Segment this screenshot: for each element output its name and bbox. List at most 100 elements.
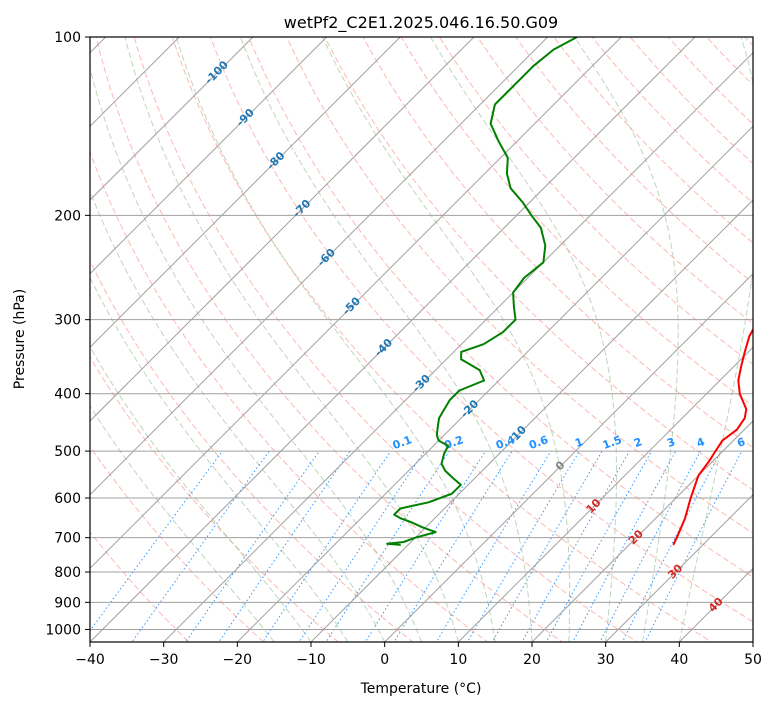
y-tick-label: 600 [54,491,81,507]
moist-adiabat [90,65,422,642]
mixing-ratio-label: 4 [695,435,707,450]
isotherm-line [236,125,753,642]
dry-adiabat [209,37,753,623]
isotherm-label: -60 [315,246,338,269]
x-tick-label: 50 [744,652,762,668]
dry-adiabat [248,37,753,578]
isotherm-line [90,37,696,642]
dry-adiabat [705,37,753,86]
moist-adiabat [90,405,275,642]
y-tick-label: 900 [54,595,81,611]
dry-adiabat [362,37,753,449]
dry-adiabat [171,37,713,642]
moist-adiabat [678,37,753,642]
dry-adiabat [667,37,753,125]
mixing-ratio-line [621,450,722,642]
y-tick-label: 500 [54,444,81,460]
moist-adiabat [90,189,386,642]
moist-adiabat [90,276,349,642]
dry-adiabat [438,37,753,366]
moist-adiabat [175,37,496,642]
dry-adiabat [90,150,489,642]
y-tick-label: 100 [54,30,81,46]
dewpoint-line [386,37,578,546]
y-tick-label: 300 [54,313,81,329]
dry-adiabat [400,37,753,407]
mixing-ratio-line [262,450,392,642]
mixing-ratio-line [393,450,513,642]
dry-adiabat [591,37,753,204]
mixing-ratio-line [466,450,580,642]
profile-lines [386,37,753,546]
y-axis-title: Pressure (hPa) [12,289,28,389]
x-axis-title: Temperature (°C) [360,681,482,697]
isotherm-label: -30 [410,372,433,395]
dry-adiabat [90,445,265,642]
dry-adiabat [515,37,753,284]
mixing-ratio-label: 0.1 [391,433,414,452]
plot-frame [89,36,754,643]
dry-adiabat [90,259,414,642]
dry-adiabat [770,24,775,654]
axes: −40 −30 −20 −10 0 10 20 30 40 5010020030040050060… [45,30,762,668]
x-tick-label: −20 [223,652,253,668]
moist-adiabat [574,37,679,642]
x-tick-label: 20 [523,652,541,668]
moist-adiabat [124,37,459,642]
isotherm-line [310,199,753,642]
y-tick-label: 400 [54,387,81,403]
mixing-ratio-label: 3 [665,435,677,450]
mixing-ratio-label: 8 [765,435,775,450]
isotherm-line [162,51,753,642]
isotherm-line [678,567,753,642]
mixing-ratio-line [90,450,223,632]
mixing-ratio-line [644,450,743,642]
mixing-ratio-label: 0.4 [494,433,517,452]
y-tick-label: 800 [54,565,81,581]
dry-adiabat [90,356,339,642]
mixing-ratio-line [131,450,270,642]
isotherm-line [90,37,181,128]
isotherm-line [90,37,402,349]
mixing-ratio-line [435,450,552,642]
dry-adiabat [286,37,753,534]
y-tick-label: 200 [54,208,81,224]
mixing-ratio-label: 0.6 [527,433,550,452]
mixing-ratio-line [545,450,653,642]
isotherm-label: -40 [372,336,395,359]
isotherm-line [752,641,753,642]
x-tick-label: −10 [296,652,326,668]
mixing-ratio-label: 1 [573,435,585,450]
isotherm-label: 30 [665,561,685,581]
isotherm-line [531,420,753,642]
isotherm-line [90,37,328,275]
dry-adiabat [476,37,753,325]
moist-adiabat [430,37,617,642]
isotherm-line [383,272,753,642]
moist-adiabat [90,345,312,642]
mixing-ratio-line [298,450,425,642]
moist-adiabat [322,37,571,642]
mixing-ratio-line [491,450,603,642]
isotherm-line [0,10,59,654]
isotherm-line [90,37,254,201]
dry-adiabat [324,37,753,491]
isotherm-line [457,346,753,642]
isotherm-line [90,37,475,422]
x-tick-label: 0 [380,652,389,668]
dry-adiabat [95,37,564,642]
x-tick-label: −30 [149,652,179,668]
dry-adiabat [90,531,190,642]
x-tick-label: 10 [449,652,467,668]
mixing-ratio-label: 6 [735,435,747,450]
moist-adiabat [239,37,533,642]
y-tick-label: 1000 [45,622,81,638]
dry-adiabat [553,37,753,244]
mixing-ratio-line [325,450,450,642]
mixing-ratio-label: 1.5 [601,433,624,452]
dry-adiabat [133,37,638,642]
x-tick-label: 40 [670,652,688,668]
isotherm-line [90,37,623,570]
